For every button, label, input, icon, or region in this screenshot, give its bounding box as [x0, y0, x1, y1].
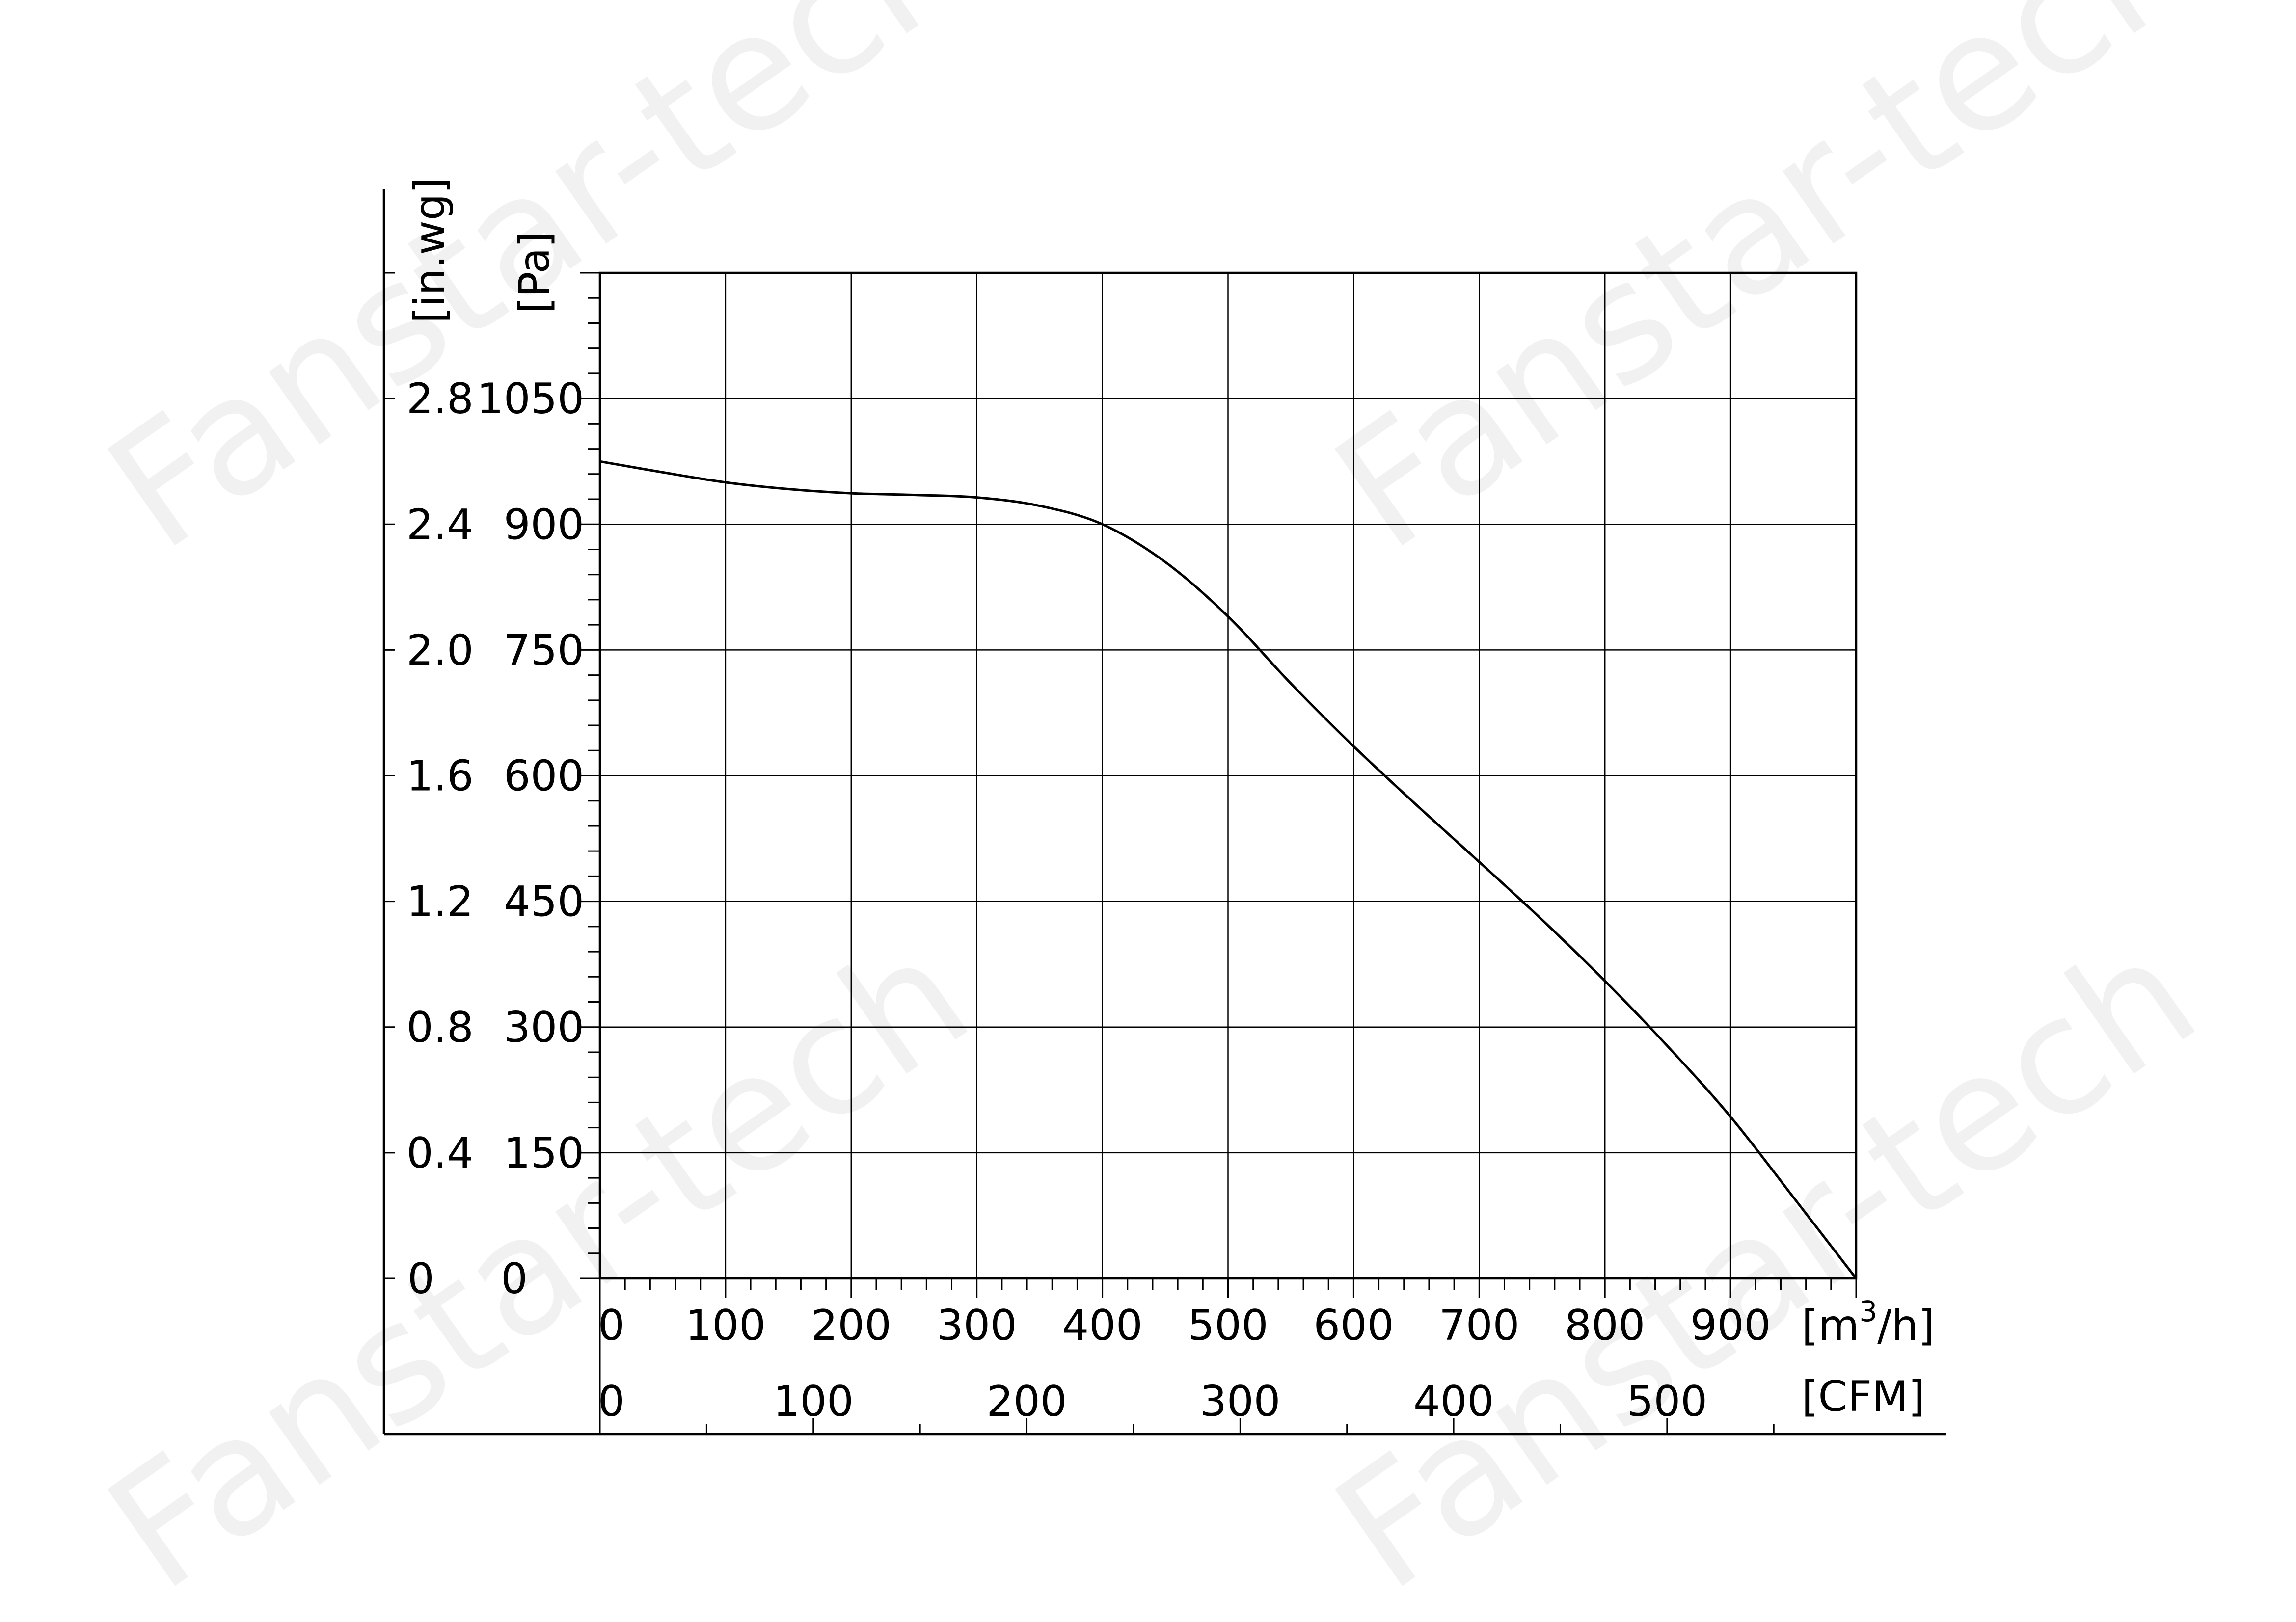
x-tick-label-m3h: 700: [1439, 1301, 1519, 1350]
x-tick-label-cfm: 400: [1413, 1377, 1494, 1426]
x-tick-label-m3h: 300: [937, 1301, 1017, 1350]
y-tick-label-inwg: 0.8: [406, 1003, 474, 1052]
gridlines: [598, 271, 1858, 1280]
y-unit-primary: [Pa]: [510, 231, 559, 314]
y-tick-label-pa: 450: [504, 877, 584, 927]
fan-curve-line: [599, 460, 1857, 1279]
y-tick-label-inwg: 2.0: [406, 626, 474, 675]
tick-labels: 0 100 200 300 400 500 600 700 800 900 0 100 200 300 40…: [405, 177, 1935, 1426]
x-tick-label-m3h: 800: [1565, 1301, 1645, 1350]
y-tick-label-inwg: 0: [407, 1254, 434, 1303]
x-unit-primary: [m3/h]: [1802, 1295, 1935, 1350]
x-tick-label-cfm: 300: [1200, 1377, 1280, 1426]
x-tick-label-m3h: 900: [1690, 1301, 1771, 1350]
y-tick-label-pa: 750: [504, 626, 584, 675]
y-tick-label-inwg: 0.4: [406, 1129, 474, 1178]
y-tick-label-pa: 1050: [477, 374, 584, 424]
watermark-text: Fanstar-tech: [1303, 900, 2228, 1622]
x-tick-label-cfm: 0: [598, 1377, 625, 1426]
x-tick-label-m3h: 0: [598, 1301, 625, 1350]
y-tick-label-inwg: 2.4: [406, 500, 474, 549]
x-tick-label-m3h: 500: [1188, 1301, 1268, 1350]
x-tick-label-m3h: 600: [1313, 1301, 1394, 1350]
y-tick-label-inwg: 1.2: [406, 877, 474, 927]
y-tick-label-inwg: 1.6: [406, 752, 474, 801]
y-tick-label-pa: 0: [501, 1254, 528, 1303]
y-tick-label-pa: 150: [504, 1129, 584, 1178]
watermark-text: Fanstar-tech: [1303, 0, 2228, 586]
x-unit-secondary: [CFM]: [1802, 1372, 1925, 1421]
x-tick-label-cfm: 200: [986, 1377, 1067, 1426]
tick-marks: [384, 272, 1857, 1434]
x-tick-label-m3h: 100: [685, 1301, 766, 1350]
y-tick-label-pa: 300: [504, 1003, 584, 1052]
y-tick-label-pa: 600: [504, 752, 584, 801]
axes: [382, 189, 1946, 1436]
x-tick-label-cfm: 100: [773, 1377, 854, 1426]
series-layer: [599, 460, 1857, 1279]
y-unit-secondary: [in.wg]: [405, 177, 455, 323]
y-tick-label-pa: 900: [504, 500, 584, 549]
y-tick-label-inwg: 2.8: [406, 374, 474, 424]
x-tick-label-m3h: 400: [1062, 1301, 1143, 1350]
x-tick-label-m3h: 200: [811, 1301, 891, 1350]
x-tick-label-cfm: 500: [1627, 1377, 1707, 1426]
